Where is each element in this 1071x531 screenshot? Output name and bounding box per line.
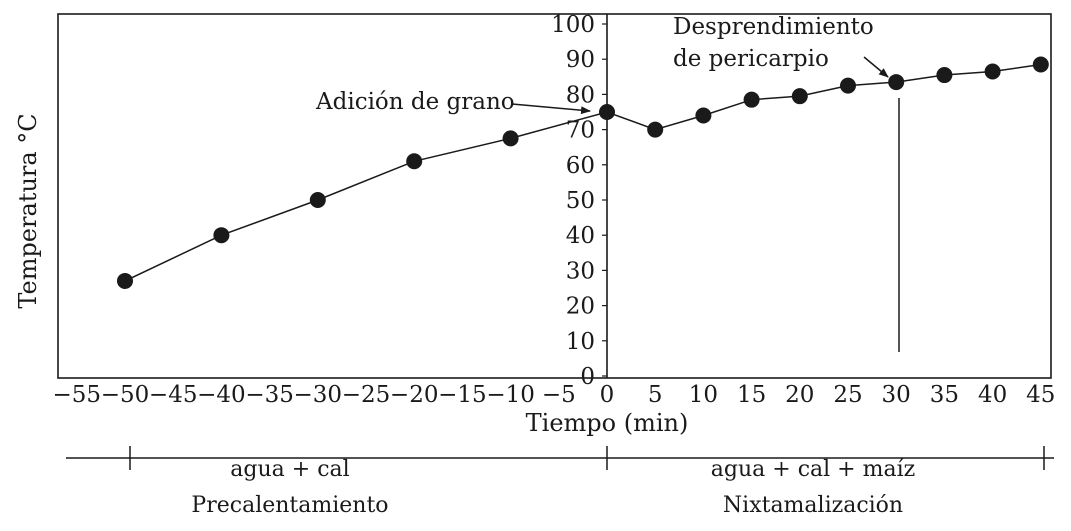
data-point [936, 67, 953, 84]
plot-frame [57, 13, 1052, 379]
x-tick-label: 45 [1026, 382, 1055, 408]
x-tick-label: −35 [245, 382, 294, 408]
annotation-desprendimiento-line-2: de pericarpio [673, 46, 829, 72]
x-tick-label: −15 [438, 382, 487, 408]
data-point [984, 63, 1001, 80]
data-point [599, 104, 615, 120]
x-tick-label: −50 [101, 382, 150, 408]
phase-timeline: agua + cal Precalentamiento agua + cal +… [66, 446, 1054, 518]
y-tick-label: 60 [566, 153, 595, 179]
data-point [502, 130, 519, 147]
y-tick-label: 10 [566, 329, 595, 355]
data-point [647, 121, 664, 138]
y-tick-label: 0 [580, 364, 595, 390]
x-tick-label: −25 [342, 382, 391, 408]
x-tick-label: 15 [737, 382, 766, 408]
data-point [695, 107, 712, 124]
x-tick-label: −40 [197, 382, 246, 408]
y-tick-label: 40 [566, 223, 595, 249]
x-tick-label: 25 [833, 382, 862, 408]
x-tick-label: −30 [294, 382, 343, 408]
annotation-adicion-de-grano: Adición de grano [315, 89, 591, 115]
y-tick-label: 100 [551, 12, 595, 38]
x-tick-label: −55 [53, 382, 102, 408]
x-tick-label: −45 [149, 382, 198, 408]
annotation-desprendimiento: Desprendimiento de pericarpio [673, 14, 900, 352]
x-tick-label: 35 [930, 382, 959, 408]
y-tick-label: 20 [566, 294, 595, 320]
phase-2-materials: agua + cal + maíz [711, 457, 915, 482]
x-tick-label: 0 [600, 382, 615, 408]
y-tick-label: 50 [566, 188, 595, 214]
phase-2-name: Nixtamalización [723, 493, 903, 518]
data-point [309, 192, 326, 208]
annotation-desprendimiento-arrow [863, 56, 889, 78]
x-axis-label: Tiempo (min) [526, 409, 689, 437]
x-tick-label: −10 [486, 382, 535, 408]
x-tick-label: 10 [689, 382, 718, 408]
data-point [1032, 56, 1049, 73]
y-tick-label: 90 [566, 47, 595, 73]
annotation-adicion-arrow [511, 103, 591, 115]
x-tick-label: −5 [542, 382, 576, 408]
y-tick-label: 30 [566, 258, 595, 284]
data-point [213, 227, 230, 244]
x-tick-label: 30 [882, 382, 911, 408]
x-tick-label: 20 [785, 382, 814, 408]
annotation-desprendimiento-line-1: Desprendimiento [673, 14, 874, 40]
y-axis-label: Temperatura °C [14, 113, 42, 308]
data-point [117, 272, 133, 289]
phase-1-name: Precalentamiento [191, 493, 388, 518]
data-point [791, 88, 808, 105]
annotation-adicion-label: Adición de grano [315, 89, 515, 115]
x-tick-label: 5 [648, 382, 663, 408]
data-point [888, 74, 905, 91]
y-tick-label: 80 [566, 82, 595, 108]
data-point [840, 77, 856, 94]
data-point [406, 153, 423, 170]
x-tick-label: −20 [390, 382, 439, 408]
phase-1-materials: agua + cal [230, 457, 349, 482]
x-tick-label: 40 [978, 382, 1007, 408]
data-point [743, 91, 760, 108]
